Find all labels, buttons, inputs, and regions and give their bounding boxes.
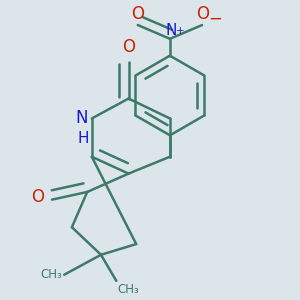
Text: H: H xyxy=(77,131,89,146)
Text: O: O xyxy=(31,188,44,206)
Text: O: O xyxy=(131,5,144,23)
Text: +: + xyxy=(176,26,184,36)
Text: CH₃: CH₃ xyxy=(40,268,62,281)
Text: N: N xyxy=(76,110,88,128)
Text: O: O xyxy=(122,38,135,56)
Text: CH₃: CH₃ xyxy=(118,283,140,296)
Text: N: N xyxy=(166,23,177,38)
Text: O: O xyxy=(196,5,209,23)
Text: −: − xyxy=(208,9,222,27)
